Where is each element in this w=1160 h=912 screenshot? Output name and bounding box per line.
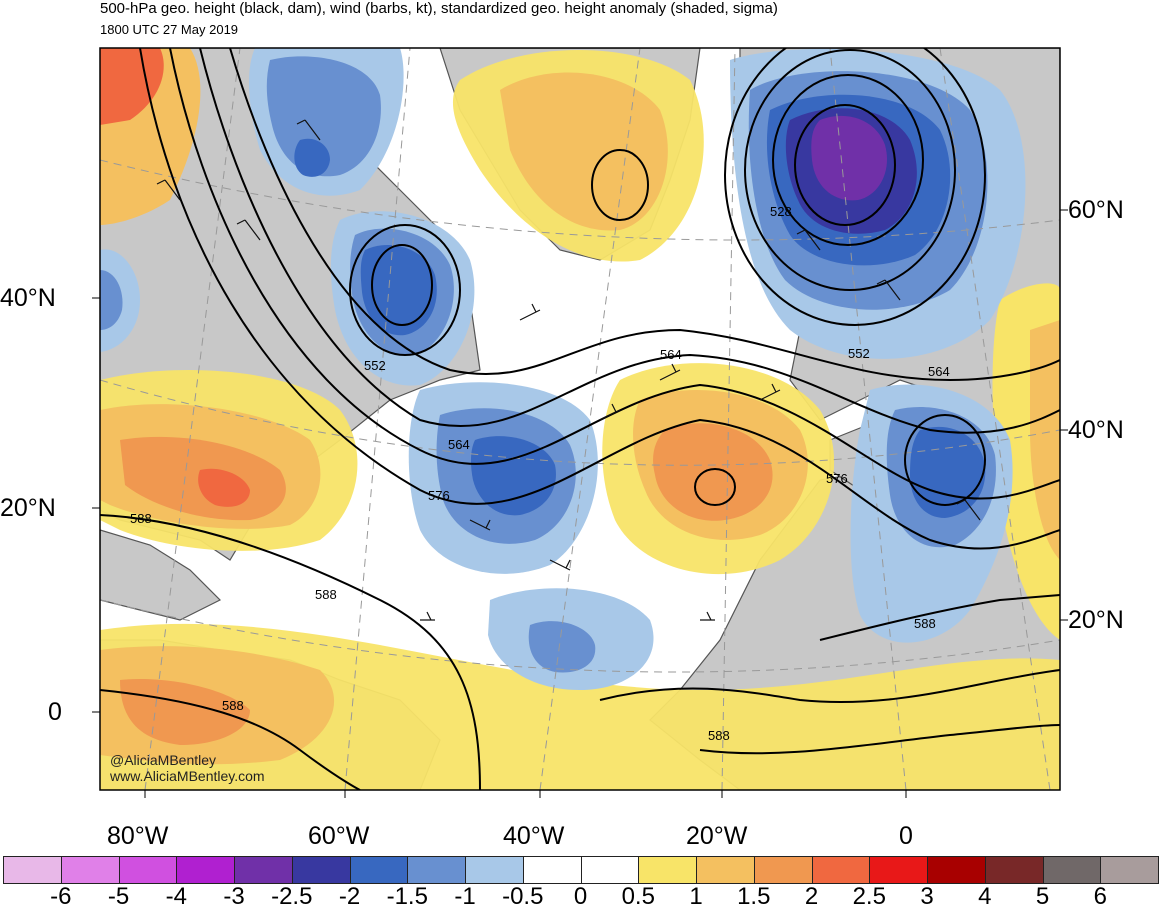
- colorbar-label: 1.5: [737, 883, 771, 910]
- colorbar-swatch: [1042, 856, 1102, 884]
- colorbar-label: 2: [804, 883, 819, 910]
- colorbar-swatch: [407, 856, 466, 884]
- lat-label-left: 0: [48, 698, 62, 726]
- colorbar-label: -1.5: [386, 883, 428, 910]
- colorbar-label: 6: [1093, 883, 1107, 910]
- contour-label: 588: [914, 616, 936, 631]
- colorbar-swatch: [984, 856, 1044, 884]
- colorbar-label: 4: [978, 883, 992, 910]
- colorbar-swatch: [927, 856, 986, 884]
- colorbar-swatch: [696, 856, 755, 884]
- colorbar-labels: -6 -5 -4 -3 -2.5 -2 -1.5 -1 -0.5 0 0.5 1 1.5 2 2.5 3 4 5 6: [0, 883, 1160, 911]
- colorbar-swatch: [118, 856, 178, 884]
- colorbar-swatch: [580, 856, 640, 884]
- colorbar-label: 5: [1035, 883, 1050, 910]
- colorbar-label: -3: [223, 883, 245, 910]
- contour-label: 588: [315, 587, 337, 602]
- lat-label-left: 20°N: [0, 494, 56, 522]
- contour-labels: 528 552 552 564 564 564 576 576 588 588 …: [130, 204, 950, 743]
- colorbar-label: 2.5: [852, 883, 886, 910]
- colorbar-swatch: [1100, 856, 1159, 884]
- lat-label-right: 60°N: [1068, 196, 1124, 224]
- contour-label: 564: [660, 347, 682, 362]
- valid-time: 1800 UTC 27 May 2019: [100, 22, 239, 37]
- colorbar-label: -2: [338, 883, 361, 910]
- colorbar-swatch: [291, 856, 351, 884]
- colorbar-swatch: [176, 856, 235, 884]
- colorbar-label: -2.5: [271, 883, 313, 910]
- map-title: 500-hPa geo. height (black, dam), wind (…: [100, 0, 778, 17]
- lat-label-left: 40°N: [0, 284, 56, 312]
- contour-label: 588: [222, 698, 244, 713]
- colorbar-swatch: [522, 856, 582, 884]
- contour-label: 588: [130, 511, 152, 526]
- contour-label: 552: [364, 358, 386, 373]
- credit-website: www.AliciaMBentley.com: [110, 768, 265, 784]
- graticule: [100, 48, 1060, 790]
- colorbar-swatch: [349, 856, 409, 884]
- colorbar-label: -6: [50, 883, 72, 910]
- colorbar-swatch: [60, 856, 120, 884]
- wind-barbs: [156, 119, 981, 621]
- contour-label: 588: [708, 728, 730, 743]
- contour-label: 552: [848, 346, 870, 361]
- colorbar-swatch: [869, 856, 928, 884]
- colorbar-label: -1: [454, 883, 476, 910]
- colorbar-label: -0.5: [502, 883, 544, 910]
- colorbar-label: -5: [107, 883, 130, 910]
- colorbar-label: -4: [165, 883, 187, 910]
- lon-label: 40°W: [503, 822, 565, 850]
- colorbar-swatch: [811, 856, 871, 884]
- contour-label: 564: [448, 437, 470, 452]
- colorbar-swatch: [3, 856, 62, 884]
- lat-label-right: 20°N: [1068, 606, 1124, 634]
- colorbar-label: 0.5: [621, 883, 655, 910]
- contour-label: 576: [826, 471, 848, 486]
- credit-handle: @AliciaMBentley: [110, 752, 217, 768]
- contour-label: 564: [928, 364, 950, 379]
- weather-map: 528 552 552 564 564 564 576 576 588 588 …: [92, 47, 1068, 798]
- colorbar: [3, 856, 1159, 884]
- lon-label: 20°W: [686, 822, 748, 850]
- colorbar-swatch: [234, 856, 293, 884]
- lon-label: 0: [899, 822, 913, 850]
- colorbar-label: 1: [689, 883, 703, 910]
- height-contours: [100, 48, 1060, 790]
- lat-label-right: 40°N: [1068, 416, 1124, 444]
- tick-marks: [92, 209, 1068, 798]
- contour-label: 576: [428, 488, 450, 503]
- colorbar-label: 3: [920, 883, 934, 910]
- anomaly-shading: [100, 48, 1060, 790]
- map-frame: [99, 47, 1061, 791]
- anomaly-positive-tropics: [100, 623, 1060, 790]
- colorbar-label: 0: [573, 883, 588, 910]
- colorbar-swatch: [753, 856, 813, 884]
- lon-label: 80°W: [107, 822, 169, 850]
- lon-label: 60°W: [308, 822, 370, 850]
- contour-label: 528: [770, 204, 792, 219]
- colorbar-swatch: [465, 856, 524, 884]
- colorbar-swatch: [638, 856, 697, 884]
